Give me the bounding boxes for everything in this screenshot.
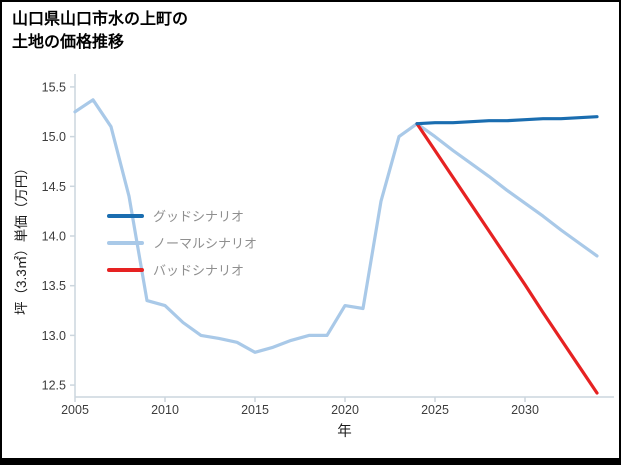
y-tick-label: 15.5 <box>42 80 66 94</box>
series-line-bad <box>415 122 599 395</box>
legend-item-normal-scenario: ノーマルシナリオ <box>107 229 257 256</box>
x-tick-label: 2005 <box>61 403 89 417</box>
legend-label-normal-scenario: ノーマルシナリオ <box>153 236 258 251</box>
series-line-good <box>415 115 599 126</box>
legend-line-bad-scenario-swatch <box>107 267 144 272</box>
page-title: 山口県山口市水の上町の 土地の価格推移 <box>12 8 188 54</box>
y-tick-label: 15.0 <box>42 130 66 144</box>
legend-item-bad-scenario: バッドシナリオ <box>107 256 257 283</box>
y-tick-label: 13.0 <box>42 329 66 343</box>
x-axis-title: 年 <box>337 424 352 440</box>
x-tick-label: 2025 <box>421 403 449 417</box>
x-tick-label: 2030 <box>511 403 539 417</box>
line-chart: 2005 2010 2015 2020 2025 2030 12.5 13.0 13.5 14.0… <box>42 74 614 417</box>
y-tick-label: 13.5 <box>42 279 66 293</box>
x-tick-label: 2020 <box>331 403 359 417</box>
y-tick-label: 14.0 <box>42 229 66 243</box>
chart-legend: グッドシナリオ ノーマルシナリオ バッドシナリオ <box>107 202 257 283</box>
x-tick-label: 2015 <box>241 403 269 417</box>
page-title-line2: 土地の価格推移 <box>12 34 125 52</box>
series-line-normal <box>73 98 599 354</box>
y-axis-title: 坪（3.3㎡）単価（万円） <box>14 161 29 315</box>
legend-line-good-scenario-swatch <box>107 213 144 218</box>
page-title-line1: 山口県山口市水の上町の <box>12 11 189 28</box>
y-tick-label: 12.5 <box>42 379 66 393</box>
legend-label-good-scenario: グッドシナリオ <box>153 209 245 224</box>
legend-item-good-scenario: グッドシナリオ <box>107 202 257 229</box>
legend-line-normal-scenario-swatch <box>107 240 144 245</box>
x-tick-label: 2010 <box>151 403 179 417</box>
legend-label-bad-scenario: バッドシナリオ <box>153 263 245 278</box>
y-tick-label: 14.5 <box>42 180 66 194</box>
